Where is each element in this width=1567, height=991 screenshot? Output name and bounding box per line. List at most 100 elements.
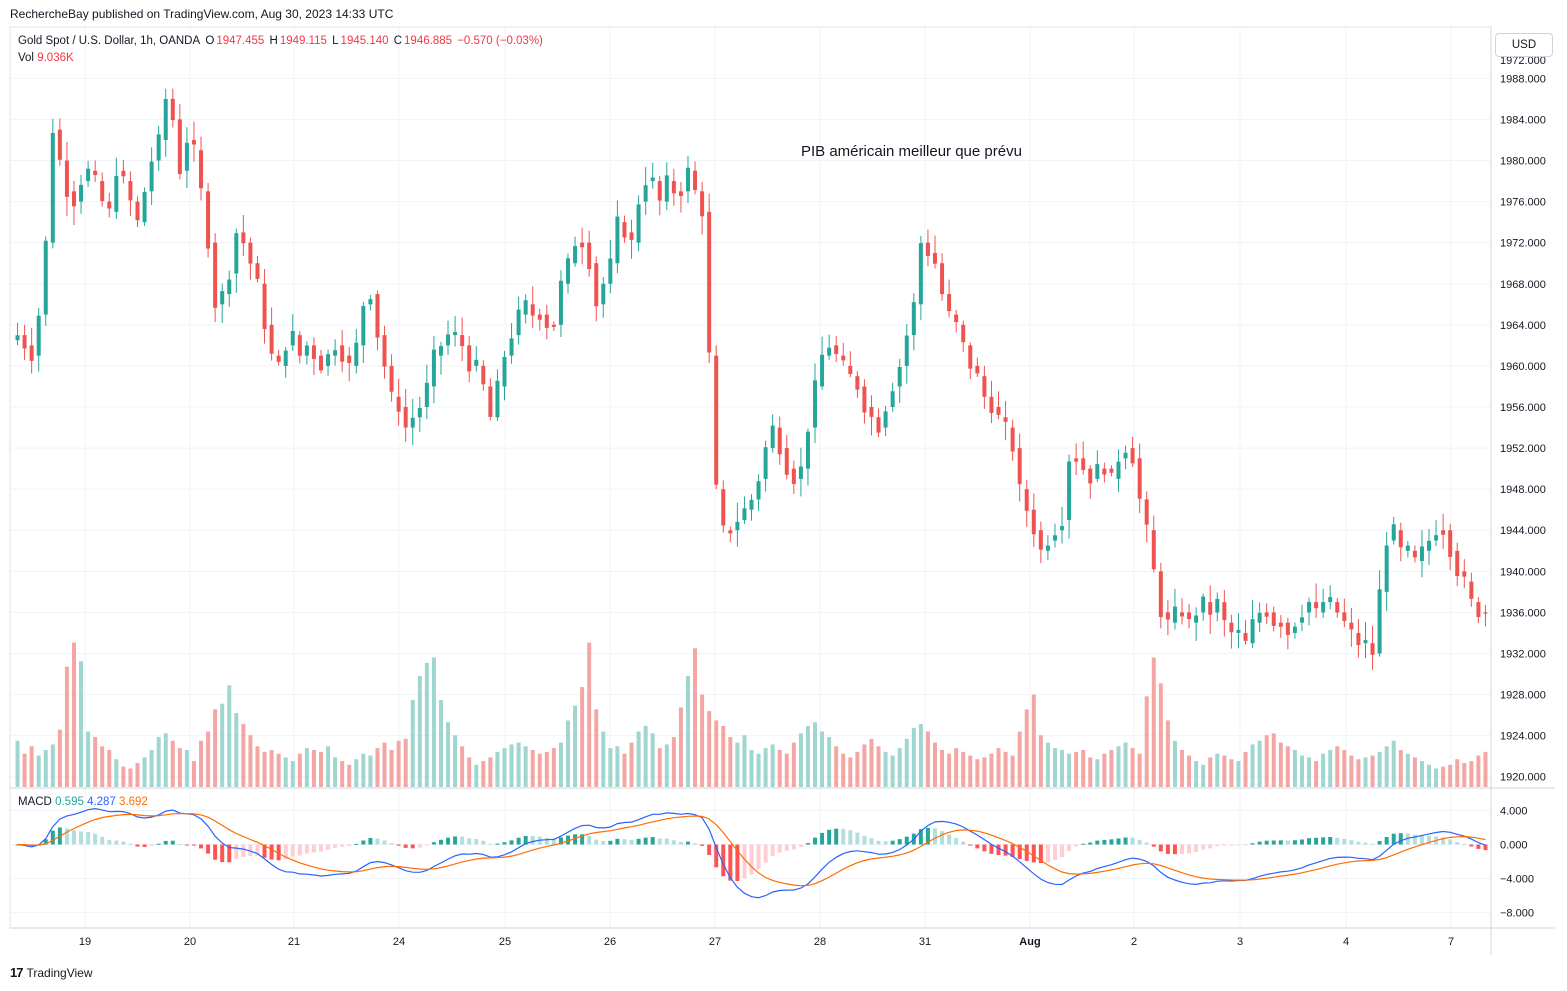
volume-bar xyxy=(749,750,754,787)
volume-bar xyxy=(107,750,112,787)
macd-histogram-bar xyxy=(1151,844,1156,847)
candle-body xyxy=(1335,602,1340,613)
candle-body xyxy=(368,299,373,305)
macd-histogram-bar xyxy=(1469,844,1474,847)
macd-histogram-bar xyxy=(142,844,147,847)
volume-bar xyxy=(1165,720,1170,787)
macd-histogram-bar xyxy=(940,831,945,845)
candle-body xyxy=(1130,448,1135,464)
candle-body xyxy=(389,365,394,392)
volume-bar xyxy=(890,755,895,787)
volume-bar xyxy=(1151,657,1156,787)
volume-bar xyxy=(530,750,535,787)
volume-bar xyxy=(304,748,309,787)
macd-histogram-bar xyxy=(1024,844,1029,861)
candle-body xyxy=(1024,489,1029,511)
macd-histogram-bar xyxy=(1335,837,1340,845)
volume-bar xyxy=(820,731,825,787)
candle-body xyxy=(446,334,451,346)
volume-bar xyxy=(1469,761,1474,787)
candle-body xyxy=(629,232,634,240)
macd-histogram-bar xyxy=(1391,833,1396,845)
macd-histogram-bar xyxy=(798,844,803,847)
tradingview-logo[interactable]: 17 TradingView xyxy=(10,965,93,980)
volume-bar xyxy=(149,750,154,787)
volume-bar xyxy=(1427,764,1432,787)
macd-histogram-bar xyxy=(622,839,627,845)
volume-bar xyxy=(29,746,34,787)
candle-body xyxy=(177,119,182,175)
candle-body xyxy=(453,332,458,336)
volume-bar xyxy=(340,761,345,787)
volume-bar xyxy=(1476,755,1481,787)
plot-border xyxy=(9,26,1492,929)
macd-histogram-bar xyxy=(1264,840,1269,845)
volume-bar xyxy=(664,744,669,787)
volume-bar xyxy=(1441,766,1446,787)
volume-bar xyxy=(1180,750,1185,787)
macd-histogram-bar xyxy=(1448,839,1453,845)
price-tick-label: 1976.000 xyxy=(1500,197,1546,209)
candle-body xyxy=(262,283,267,330)
volume-bar xyxy=(932,742,937,787)
volume-bar xyxy=(784,753,789,787)
candle-body xyxy=(424,382,429,407)
macd-histogram-bar xyxy=(1137,839,1142,845)
volume-bar xyxy=(1158,683,1163,787)
volume-bar xyxy=(326,746,331,787)
macd-tick-label: −4.000 xyxy=(1500,874,1534,886)
price-tick-label: 1964.000 xyxy=(1500,320,1546,332)
volume-bar xyxy=(1455,759,1460,787)
macd-histogram-bar xyxy=(897,839,902,845)
volume-bar xyxy=(1229,759,1234,787)
volume-bar xyxy=(798,733,803,787)
macd-histogram-bar xyxy=(876,840,881,845)
candle-body xyxy=(1483,612,1488,614)
volume-bar xyxy=(234,713,239,787)
volume-bar xyxy=(841,753,846,787)
time-tick-label: 21 xyxy=(288,936,300,948)
volume-bar xyxy=(1201,764,1206,787)
candle-body xyxy=(580,242,585,248)
macd-histogram-bar xyxy=(918,829,923,845)
volume-bar xyxy=(918,724,923,787)
candlesticks xyxy=(15,88,1488,670)
macd-histogram-bar xyxy=(1116,838,1121,845)
candle-body xyxy=(1243,632,1248,641)
currency-selector[interactable]: USD xyxy=(1495,33,1553,57)
volume-bar xyxy=(827,737,832,787)
macd-histogram-bar xyxy=(368,837,373,845)
macd-histogram-bar xyxy=(756,844,761,870)
candle-body xyxy=(996,407,1001,415)
candle-body xyxy=(191,139,196,145)
macd-histogram-bar xyxy=(544,837,549,845)
volume-bar xyxy=(262,751,267,787)
candle-body xyxy=(311,345,316,359)
candle-body xyxy=(502,357,507,387)
volume-bar xyxy=(128,768,133,787)
macd-histogram-bar xyxy=(1427,835,1432,845)
candle-body xyxy=(1476,602,1481,618)
volume-bar xyxy=(389,750,394,787)
candle-body xyxy=(156,134,161,161)
candle-body xyxy=(467,345,472,372)
macd-histogram-bar xyxy=(516,837,521,845)
price-tick-label: 1920.000 xyxy=(1500,772,1546,784)
time-tick-label: 3 xyxy=(1237,936,1243,948)
candle-body xyxy=(220,291,225,305)
volume-bar xyxy=(1123,742,1128,787)
candle-body xyxy=(121,170,126,177)
volume-bar xyxy=(86,731,91,787)
candle-body xyxy=(1299,617,1304,623)
macd-histogram-bar xyxy=(558,837,563,845)
candle-body xyxy=(622,222,627,238)
macd-histogram-bar xyxy=(1194,844,1199,853)
price-tick-label: 1980.000 xyxy=(1500,156,1546,168)
volume-bar xyxy=(855,751,860,787)
candle-body xyxy=(777,427,782,455)
candle-body xyxy=(904,335,909,366)
volume-bar xyxy=(791,742,796,787)
macd-histogram-bar xyxy=(79,831,84,845)
candle-body xyxy=(1427,540,1432,551)
candle-body xyxy=(50,132,55,243)
